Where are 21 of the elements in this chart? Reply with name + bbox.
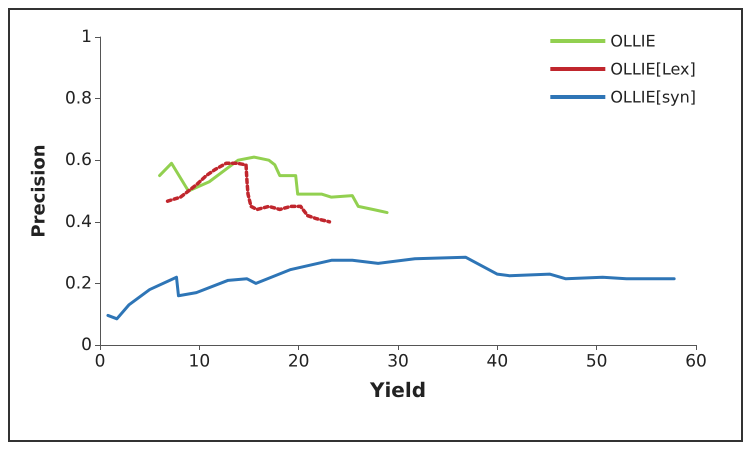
line-series [106, 256, 676, 320]
x-tick-label: 20 [288, 352, 310, 372]
x-tick-label: 40 [486, 352, 508, 372]
y-tick-label: 0.6 [64, 150, 92, 170]
legend-label: OLLIE [610, 32, 656, 50]
x-tick-label: 60 [685, 352, 707, 372]
line-series [166, 162, 332, 224]
line-series [158, 156, 389, 214]
y-tick-label: 1 [81, 27, 92, 47]
y-tick-label: 0.4 [64, 212, 92, 232]
y-tick-label: 0 [81, 335, 92, 355]
x-tick-label: 30 [387, 352, 409, 372]
y-tick-label: 0.2 [64, 273, 92, 294]
x-tick-label: 10 [188, 352, 210, 372]
x-tick-label: 50 [586, 352, 608, 372]
x-axis-title: Yield [368, 378, 426, 402]
y-axis-title: Precision [28, 144, 50, 238]
legend-label: OLLIE[Lex] [610, 60, 696, 78]
y-tick-label: 0.8 [64, 88, 92, 109]
x-tick-label: 0 [94, 352, 106, 372]
legend-label: OLLIE[syn] [610, 88, 696, 106]
